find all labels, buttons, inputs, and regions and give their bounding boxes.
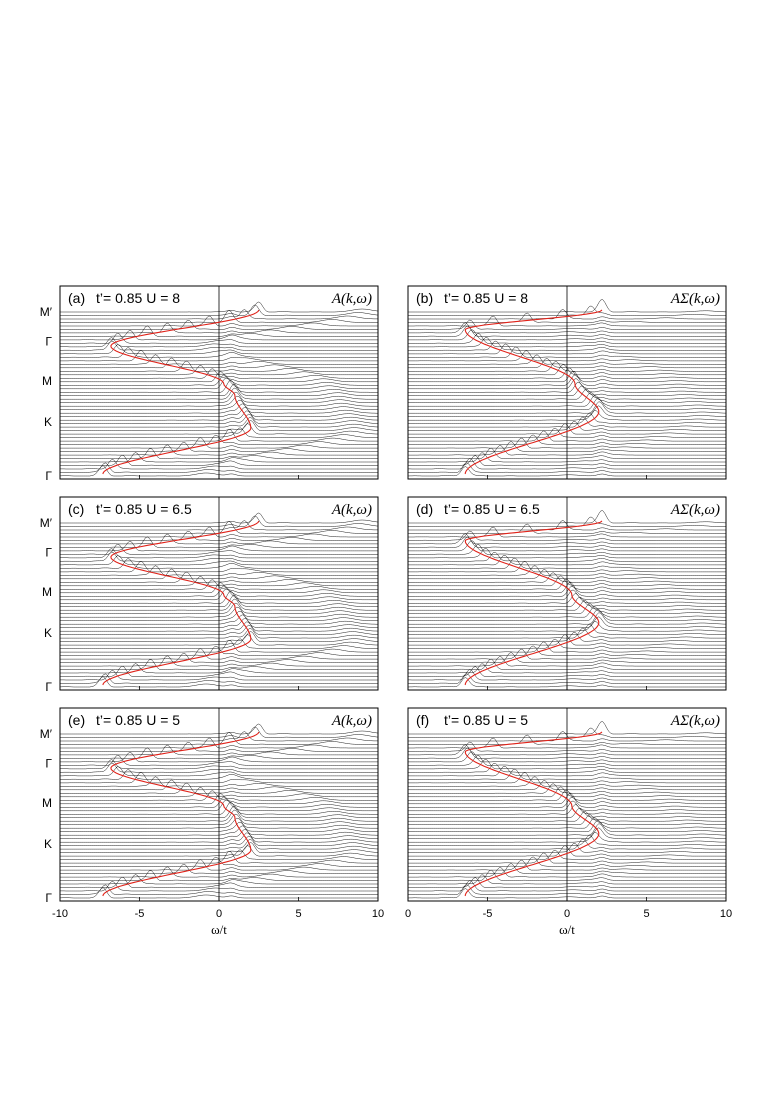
dispersion-curve: [464, 309, 603, 475]
panel-letter: (a): [68, 290, 85, 306]
k-point-label: Γ: [45, 469, 52, 483]
panel-a: (a) t’= 0.85 U = 8 A(k,ω) Γ K M Γ M′: [40, 285, 379, 483]
spectral-function-label: A(k,ω): [331, 502, 372, 518]
panel-c: (c) t’= 0.85 U = 6.5 A(k,ω) Γ K M Γ M′: [40, 496, 379, 694]
k-point-label: Γ: [45, 546, 52, 560]
k-point-label: Γ: [45, 757, 52, 771]
panel-d: (d) t’= 0.85 U = 6.5 AΣ(k,ω): [407, 496, 727, 691]
panel-parameters: t’= 0.85 U = 5: [444, 712, 528, 728]
panel-letter: (c): [68, 501, 84, 517]
panel-letter: (f): [416, 712, 429, 728]
x-tick-label: 5: [295, 908, 301, 920]
spectral-function-label: A(k,ω): [331, 713, 372, 729]
panel-letter: (b): [416, 290, 433, 306]
panel-parameters: t’= 0.85 U = 6.5: [96, 501, 192, 517]
x-tick-label: -5: [135, 908, 145, 920]
k-point-label: M: [42, 585, 52, 599]
x-tick-label: 0: [405, 908, 411, 920]
dispersion-curve: [102, 309, 260, 475]
x-tick-label: 10: [372, 908, 384, 920]
x-axis-title-left: ω/t: [211, 922, 227, 937]
panel-f: (f) t’= 0.85 U = 5 AΣ(k,ω) 0 -5 0 5 10: [405, 707, 732, 920]
x-tick-label: -10: [52, 908, 68, 920]
spectral-function-label: AΣ(k,ω): [670, 502, 720, 518]
k-point-label: K: [44, 626, 52, 640]
dispersion-curve: [102, 520, 260, 686]
k-point-label: Γ: [45, 335, 52, 349]
k-point-label: Γ: [45, 680, 52, 694]
dispersion-curve: [102, 731, 260, 897]
panel-parameters: t’= 0.85 U = 8: [444, 290, 528, 306]
x-axis-title-right: ω/t: [559, 922, 575, 937]
k-point-label: M: [42, 796, 52, 810]
dispersion-curve: [464, 731, 603, 897]
x-tick-label: -5: [483, 908, 493, 920]
panel-e: (e) t’= 0.85 U = 5 A(k,ω) -10 -5 0 5 10 Γ K M Γ M′: [40, 707, 384, 920]
k-point-label: M′: [40, 305, 53, 319]
spectral-function-label: AΣ(k,ω): [670, 713, 720, 729]
spectral-function-label: A(k,ω): [331, 291, 372, 307]
panel-parameters: t’= 0.85 U = 8: [96, 290, 180, 306]
x-tick-label: 0: [564, 908, 570, 920]
x-tick-label: 0: [216, 908, 222, 920]
dispersion-curve: [464, 520, 603, 686]
x-tick-label: 10: [720, 908, 732, 920]
spectral-function-label: AΣ(k,ω): [670, 291, 720, 307]
panel-letter: (e): [68, 712, 85, 728]
panel-parameters: t’= 0.85 U = 6.5: [444, 501, 540, 517]
panel-parameters: t’= 0.85 U = 5: [96, 712, 180, 728]
k-point-label: M′: [40, 516, 53, 530]
k-point-label: M: [42, 374, 52, 388]
k-point-label: Γ: [45, 891, 52, 905]
k-point-label: M′: [40, 727, 53, 741]
panel-b: (b) t’= 0.85 U = 8 AΣ(k,ω): [407, 285, 727, 480]
k-point-label: K: [44, 415, 52, 429]
x-tick-label: 5: [643, 908, 649, 920]
k-point-label: K: [44, 837, 52, 851]
panel-letter: (d): [416, 501, 433, 517]
